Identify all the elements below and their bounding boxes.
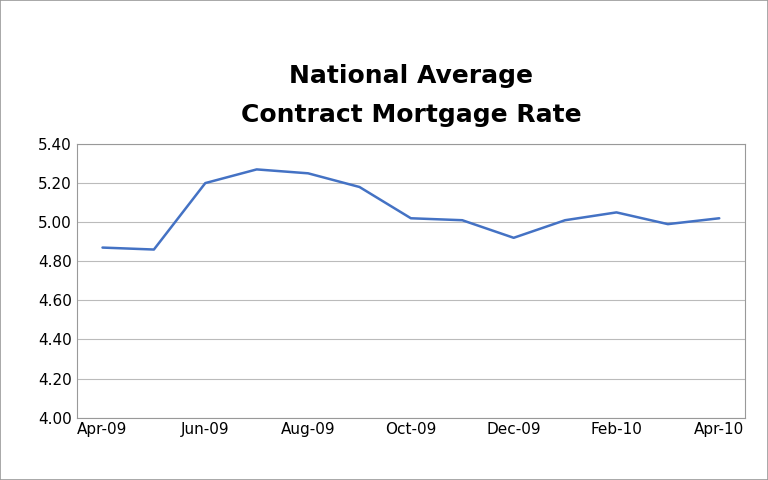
Title: National Average
Contract Mortgage Rate: National Average Contract Mortgage Rate xyxy=(240,63,581,127)
